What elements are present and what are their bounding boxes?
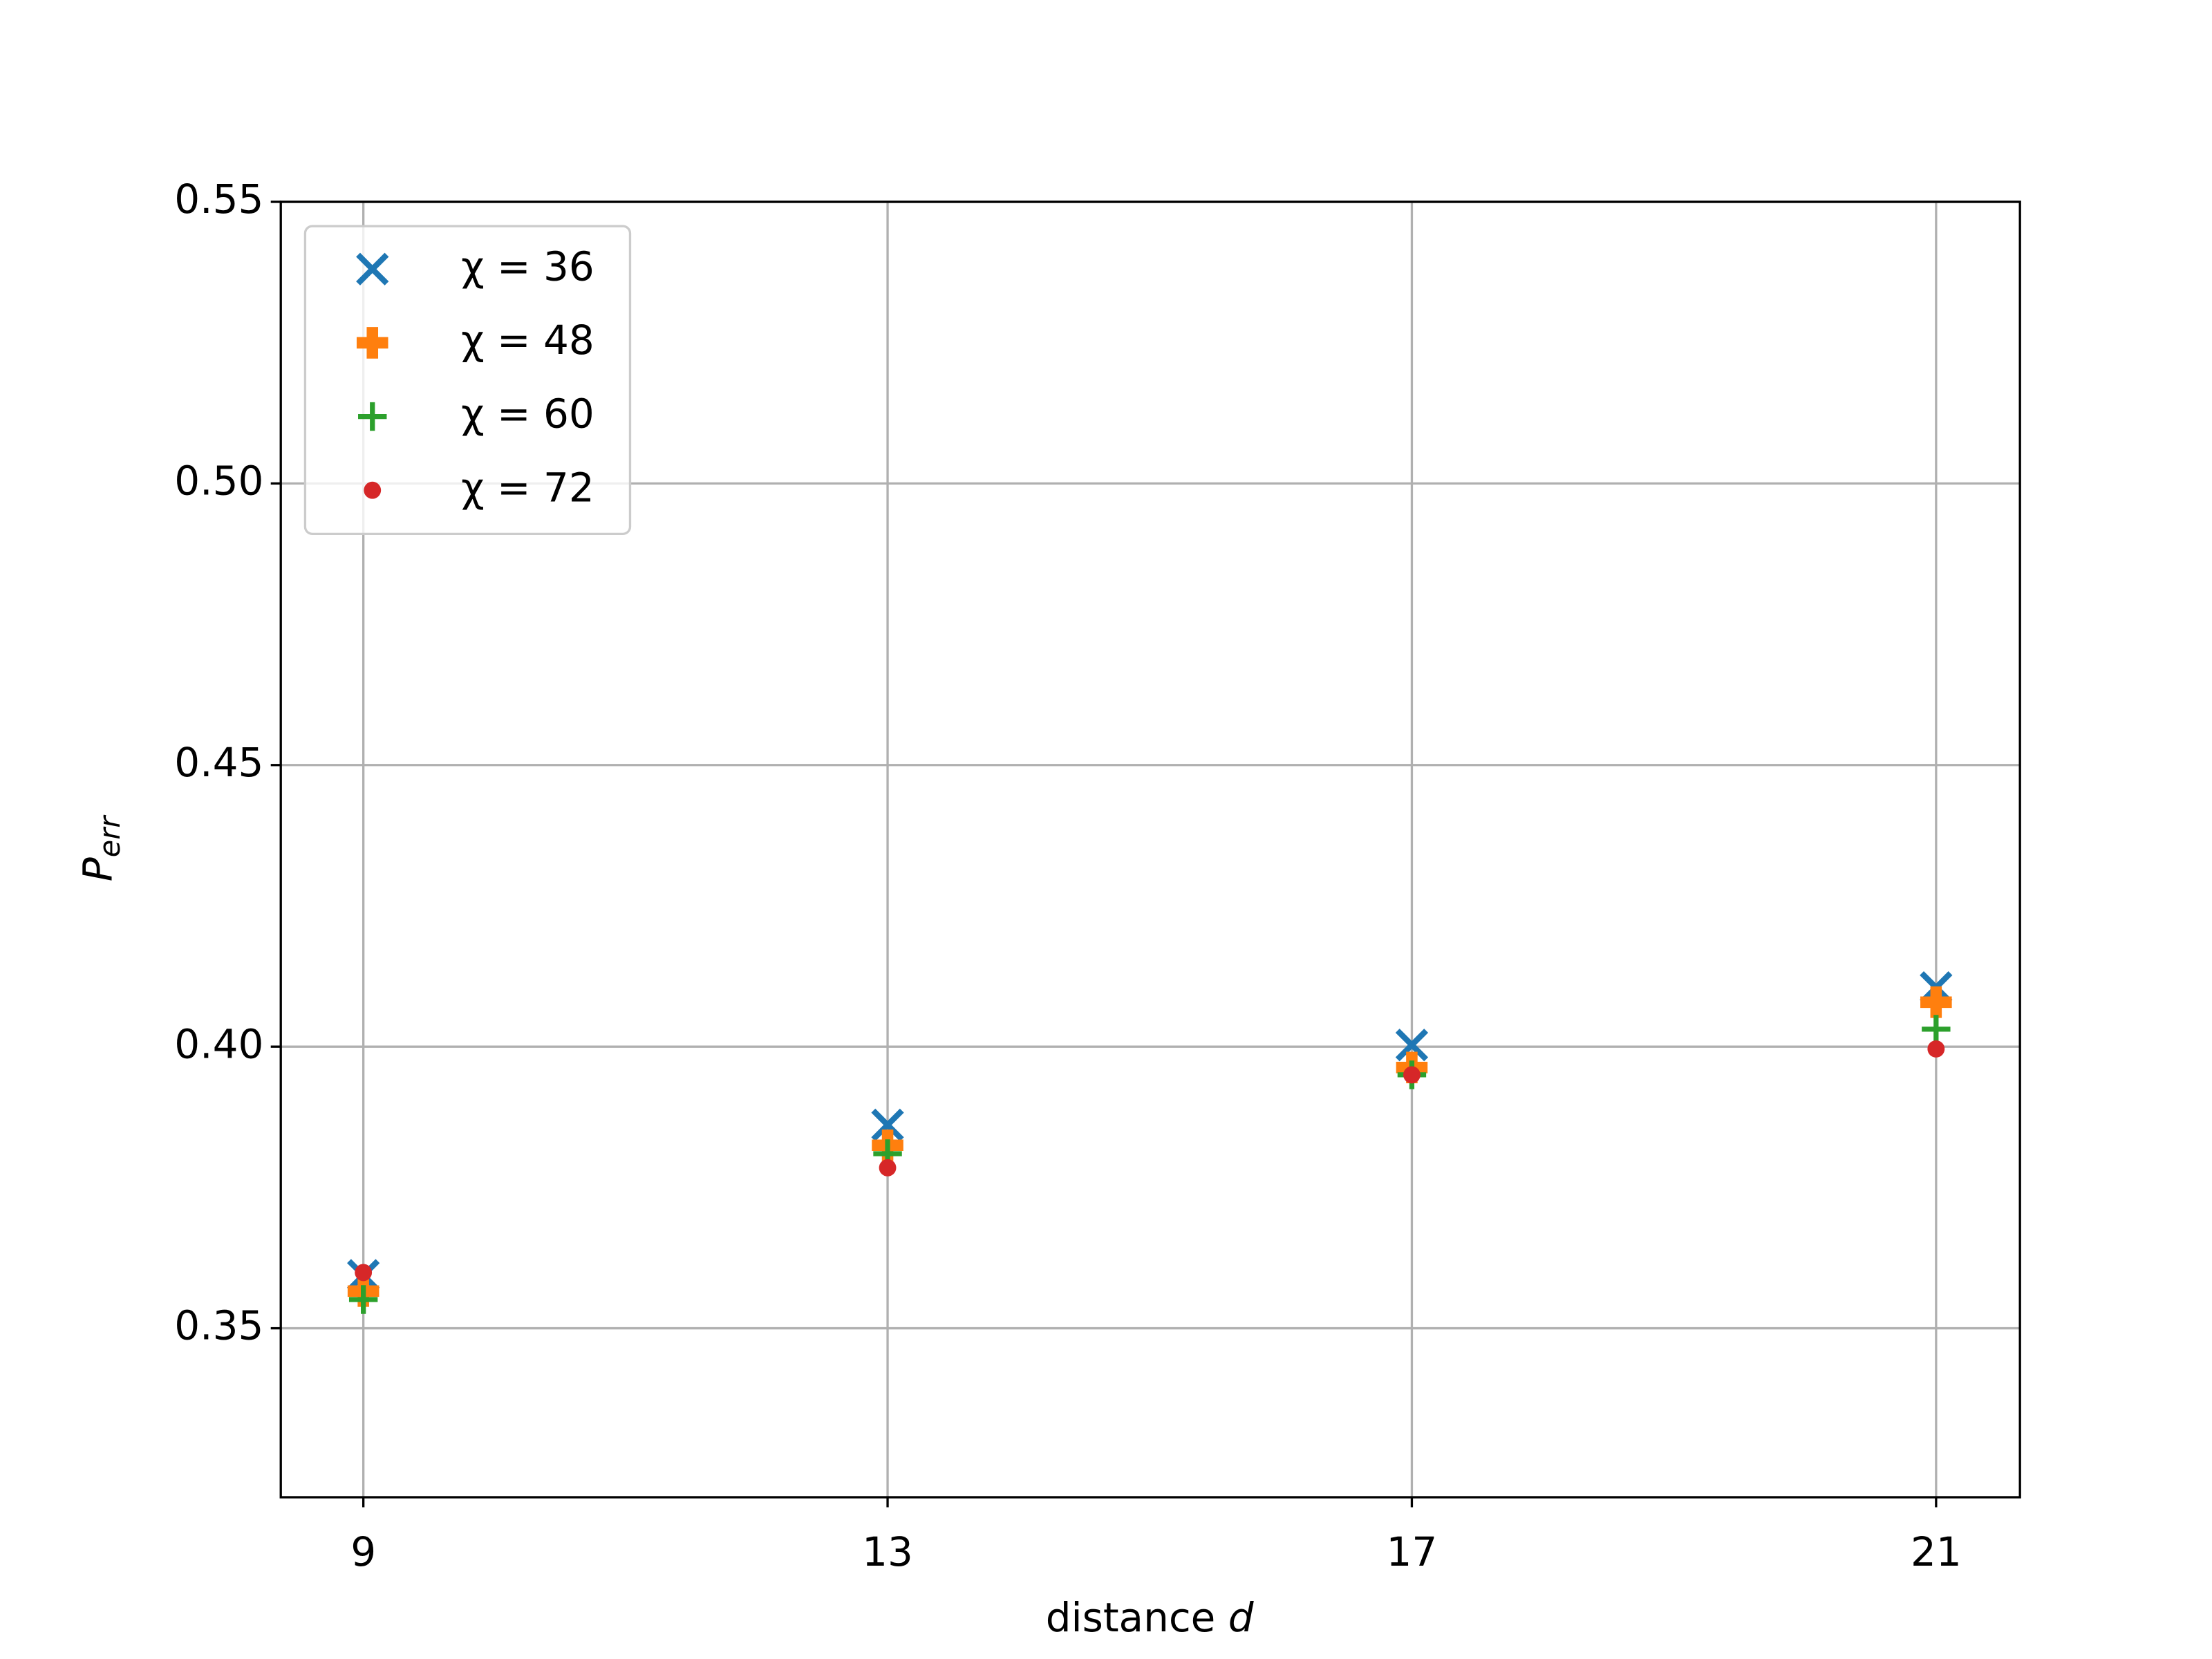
x-tick-label: 21 — [1911, 1528, 1962, 1575]
legend-label: χ = 48 — [461, 317, 594, 364]
marker-dot — [355, 1264, 373, 1282]
marker-plus-filled — [1920, 986, 1952, 1018]
legend-label: χ = 36 — [461, 243, 594, 290]
y-label-sub: err — [93, 814, 126, 857]
marker-x — [356, 252, 389, 285]
y-tick-label: 0.40 — [174, 1020, 263, 1067]
y-tick-label: 0.35 — [174, 1302, 263, 1349]
marker-plus — [1922, 1015, 1951, 1044]
marker-plus — [358, 402, 387, 431]
x-tick-label: 9 — [350, 1528, 376, 1575]
marker-dot — [879, 1159, 897, 1177]
y-label-main: P — [74, 857, 121, 881]
marker-dot — [1403, 1066, 1421, 1084]
marker-x — [871, 1108, 904, 1142]
y-tick-label: 0.45 — [174, 739, 263, 786]
axes-frame — [279, 200, 2021, 1499]
marker-x — [1395, 1029, 1429, 1062]
x-label-text: distance — [1046, 1594, 1228, 1641]
legend: χ = 36 χ = 48 χ = 60 χ = 72 — [303, 225, 632, 536]
legend-label: χ = 72 — [461, 464, 594, 511]
legend-label: χ = 60 — [461, 391, 594, 438]
x-axis-label: distance d — [1046, 1594, 1255, 1641]
marks — [347, 971, 1953, 1314]
y-tick-label: 0.50 — [174, 457, 263, 504]
x-tick-label: 17 — [1387, 1528, 1438, 1575]
legend-box — [303, 225, 632, 536]
marker-dot — [364, 481, 382, 499]
x-tick-label: 13 — [862, 1528, 913, 1575]
marker-dot — [1927, 1040, 1945, 1058]
marker-plus — [348, 1285, 378, 1314]
marker-plus-filled — [356, 327, 388, 359]
y-tick-label: 0.55 — [174, 176, 263, 223]
y-axis-label: Perr — [74, 814, 126, 881]
x-label-var: d — [1228, 1594, 1255, 1641]
ticks: 0.35 0.40 0.45 0.50 0.55 9 13 17 21 — [174, 176, 1961, 1575]
